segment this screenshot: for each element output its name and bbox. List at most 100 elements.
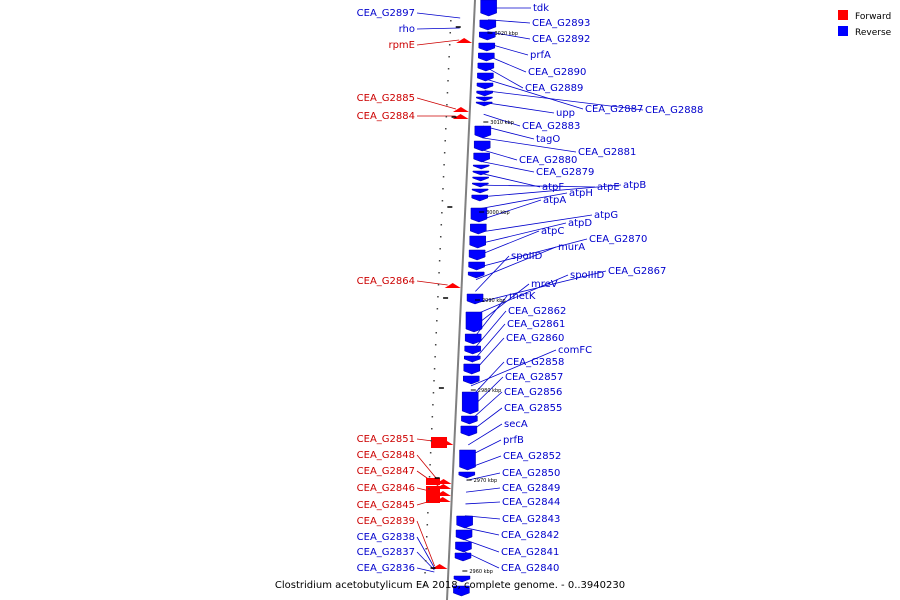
gene-arrow-reverse (480, 0, 497, 17)
gene-label: CEA_G2850 (502, 468, 560, 479)
gene-leader-line (480, 184, 596, 188)
gene-leader-line (483, 113, 521, 127)
gene-leader-line (464, 527, 500, 536)
gene-block-forward (426, 486, 440, 493)
gene-label: CEA_G2847 (357, 466, 415, 477)
gene-label: CEA_G2879 (536, 167, 594, 178)
gene-arrow-reverse (477, 62, 495, 72)
gene-label: CEA_G2841 (501, 547, 559, 558)
gene-label: CEA_G2839 (357, 516, 415, 527)
position-dot (434, 356, 436, 358)
legend-swatch-reverse (838, 26, 848, 36)
gene-label: tagO (536, 134, 560, 145)
gene-arrow-reverse (455, 541, 472, 553)
gene-label: spoIID (511, 251, 543, 262)
gene-leader-line (472, 310, 507, 351)
gene-arrow-reverse (464, 345, 481, 355)
gene-label: CEA_G2884 (357, 111, 415, 122)
gene-arrow-reverse (463, 355, 481, 363)
gene-arrow-reverse (467, 271, 485, 279)
gene-arrow-forward (452, 114, 469, 119)
gene-leader-line (477, 222, 567, 245)
position-dot (445, 116, 448, 118)
gene-label: atpB (623, 180, 646, 191)
gene-arrow-reverse (453, 575, 471, 583)
gene-label: CEA_G2881 (578, 147, 636, 158)
position-dot (445, 128, 447, 130)
gene-leader-line (474, 274, 569, 316)
gene-label: CEA_G2889 (525, 83, 583, 94)
gene-label: atpH (569, 188, 593, 199)
gene-leader-line (484, 102, 555, 114)
gene-arrow-reverse (464, 333, 482, 345)
gene-arrow-forward (431, 564, 448, 569)
position-dot (439, 236, 442, 238)
gene-label: prfB (503, 435, 524, 446)
gene-label: CEA_G2893 (532, 18, 590, 29)
gene-label: spoIIID (570, 270, 605, 281)
position-dot (428, 476, 431, 478)
gene-label: CEA_G2888 (645, 105, 703, 116)
gene-label: prfA (530, 50, 551, 61)
position-dot (423, 584, 426, 586)
gene-label: CEA_G2837 (357, 547, 415, 558)
gene-arrow-reverse (469, 235, 486, 249)
gene-arrow-reverse (472, 164, 490, 170)
gene-label: CEA_G2860 (506, 333, 564, 344)
gene-arrow-reverse (479, 31, 496, 41)
gene-arrow-reverse (472, 170, 490, 176)
gene-label: CEA_G2897 (357, 8, 415, 19)
position-dot (441, 200, 444, 202)
legend-label-forward: Forward (855, 12, 891, 22)
gene-leader-line (416, 567, 435, 573)
gene-arrow-reverse (455, 529, 473, 541)
position-dot (437, 284, 440, 286)
position-dot (435, 332, 438, 334)
tick-label: 2980 kbp (478, 388, 502, 394)
gene-label: rpmE (388, 40, 415, 51)
gene-leader-line (416, 520, 435, 567)
gene-label: CEA_G2846 (357, 483, 415, 494)
gene-leader-line (416, 97, 457, 110)
scale-ticks: 3020 kbp 3010 kbp 3000 kbp 2990 kbp 2980 kbp… (430, 26, 518, 575)
gene-arrow-reverse (477, 72, 494, 82)
gene-leader-line (468, 423, 503, 446)
gene-label: atpA (543, 195, 566, 206)
gene-arrow-reverse (471, 194, 489, 202)
position-dot (427, 512, 429, 514)
position-dot (428, 488, 430, 490)
position-dot (432, 404, 434, 406)
gene-arrow-reverse (470, 223, 487, 235)
gene-arrow-reverse (472, 182, 489, 188)
gene-leader-line (479, 192, 568, 210)
gene-leader-line (470, 361, 505, 398)
gene-leader-line (416, 536, 435, 569)
gene-leader-line (416, 12, 461, 19)
gene-label: CEA_G2856 (504, 387, 562, 398)
gene-arrow-reverse (472, 176, 489, 182)
legend-label-reverse: Reverse (855, 28, 892, 38)
position-dot (424, 560, 427, 562)
gene-label: CEA_G2870 (589, 234, 647, 245)
position-dot (433, 368, 436, 370)
gene-label: CEA_G2845 (357, 500, 415, 511)
gene-label: CEA_G2836 (357, 563, 415, 574)
gene-arrow-reverse (459, 449, 476, 471)
gene-arrow-reverse (473, 152, 490, 163)
gene-label: metK (509, 291, 536, 302)
gene-arrow-reverse (479, 19, 497, 31)
gene-leader-line (473, 283, 530, 328)
gene-label: CEA_G2861 (507, 319, 565, 330)
gene-arrow-reverse (473, 140, 491, 152)
position-dot (443, 152, 446, 154)
gene-arrow-forward (444, 283, 461, 288)
gene-label: CEA_G2880 (519, 155, 577, 166)
gene-arrow-reverse (453, 585, 470, 597)
gene-arrow-reverse (461, 415, 478, 425)
gene-leader-line (475, 246, 557, 280)
gene-arrow-reverse (471, 188, 489, 194)
gene-label: CEA_G2885 (357, 93, 415, 104)
tick-label: 2960 kbp (469, 569, 493, 575)
gene-arrow-reverse (470, 207, 488, 223)
gene-leader-line (481, 149, 518, 161)
